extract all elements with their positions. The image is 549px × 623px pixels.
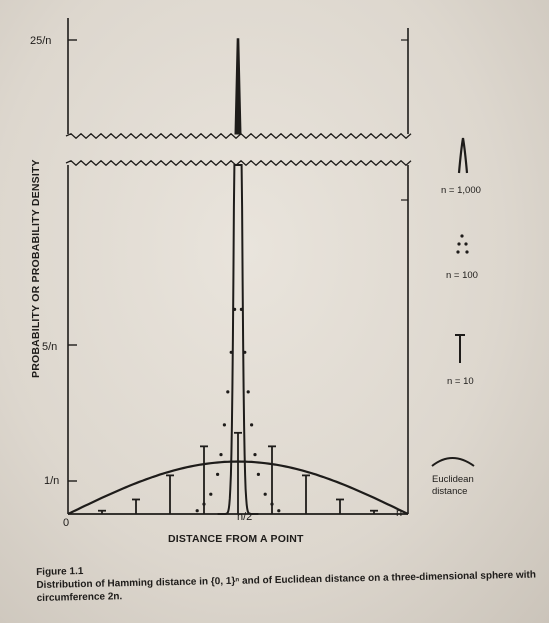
n100-point-5 bbox=[222, 423, 226, 427]
x-tick-label-n: n bbox=[396, 507, 402, 519]
legend-label-n10: n = 10 bbox=[447, 376, 474, 387]
y-tick-label-5n: 5/n bbox=[42, 341, 57, 353]
n100-point-2 bbox=[209, 492, 213, 496]
legend-glyph-n100-dot-4 bbox=[465, 250, 469, 254]
n100-point-13 bbox=[253, 453, 257, 457]
legend-label-n100: n = 100 bbox=[446, 270, 478, 281]
n100-point-3 bbox=[216, 472, 220, 476]
legend-label-euclid-2: distance bbox=[432, 486, 467, 497]
n100-point-12 bbox=[250, 423, 254, 427]
y-tick-label-25n: 25/n bbox=[30, 35, 51, 47]
n100-point-6 bbox=[226, 390, 230, 394]
x-tick-label-0: 0 bbox=[63, 517, 69, 529]
chart-marks bbox=[67, 38, 409, 515]
chart-legend bbox=[431, 137, 475, 467]
legend-glyph-n100-dot-1 bbox=[457, 242, 461, 246]
n1000-peak-upper bbox=[234, 38, 242, 135]
axis-break-lower bbox=[65, 159, 412, 167]
legend-glyph-euclidean bbox=[431, 457, 475, 467]
n100-point-0 bbox=[195, 509, 199, 513]
n100-point-16 bbox=[270, 502, 274, 506]
n100-point-4 bbox=[219, 453, 223, 457]
x-axis-title: DISTANCE FROM A POINT bbox=[168, 533, 304, 545]
n100-point-17 bbox=[277, 509, 281, 513]
n100-point-11 bbox=[246, 390, 250, 394]
y-tick-label-1n: 1/n bbox=[44, 475, 59, 487]
legend-glyph-n100-dot-2 bbox=[464, 242, 468, 246]
n100-point-14 bbox=[256, 472, 260, 476]
y-axis-title: PROBABILITY OR PROBABILITY DENSITY bbox=[30, 159, 42, 378]
n100-point-15 bbox=[263, 492, 267, 496]
legend-glyph-n100-dot-0 bbox=[460, 234, 464, 238]
legend-glyph-n100-dot-3 bbox=[456, 250, 460, 254]
n100-point-1 bbox=[202, 502, 206, 506]
legend-glyph-n1000 bbox=[457, 137, 469, 174]
axis-break-upper bbox=[65, 132, 412, 140]
x-tick-label-n-half: n/2 bbox=[237, 511, 252, 523]
legend-label-n1000: n = 1,000 bbox=[441, 185, 481, 196]
legend-label-euclid-1: Euclidean bbox=[432, 474, 474, 485]
